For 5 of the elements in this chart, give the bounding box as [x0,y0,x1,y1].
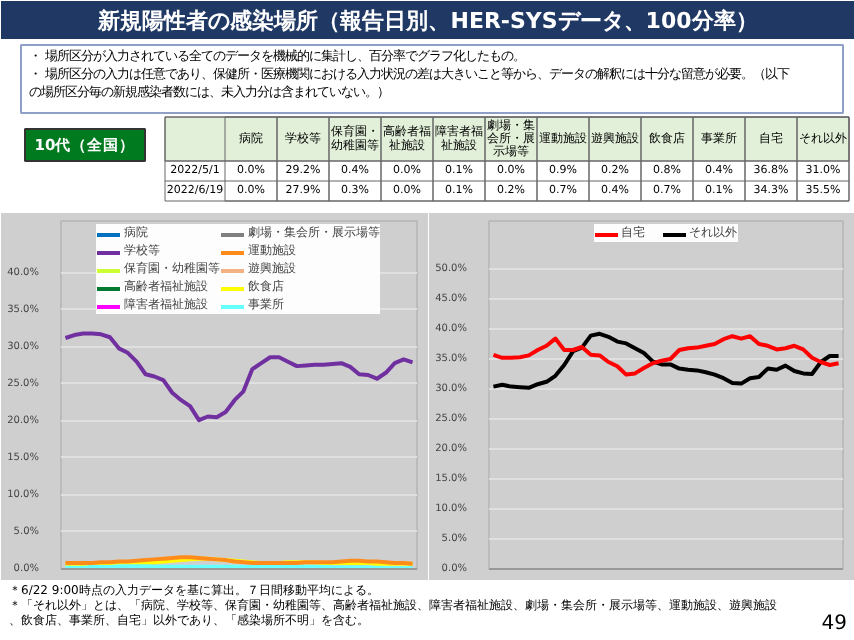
text: 49 [821,613,848,635]
line-series [63,331,415,423]
line-series [491,334,841,377]
line-series [491,331,841,390]
text: 新規陽性者の感染場所（報告日別、HER-SYSデータ、100分率） [96,8,758,34]
